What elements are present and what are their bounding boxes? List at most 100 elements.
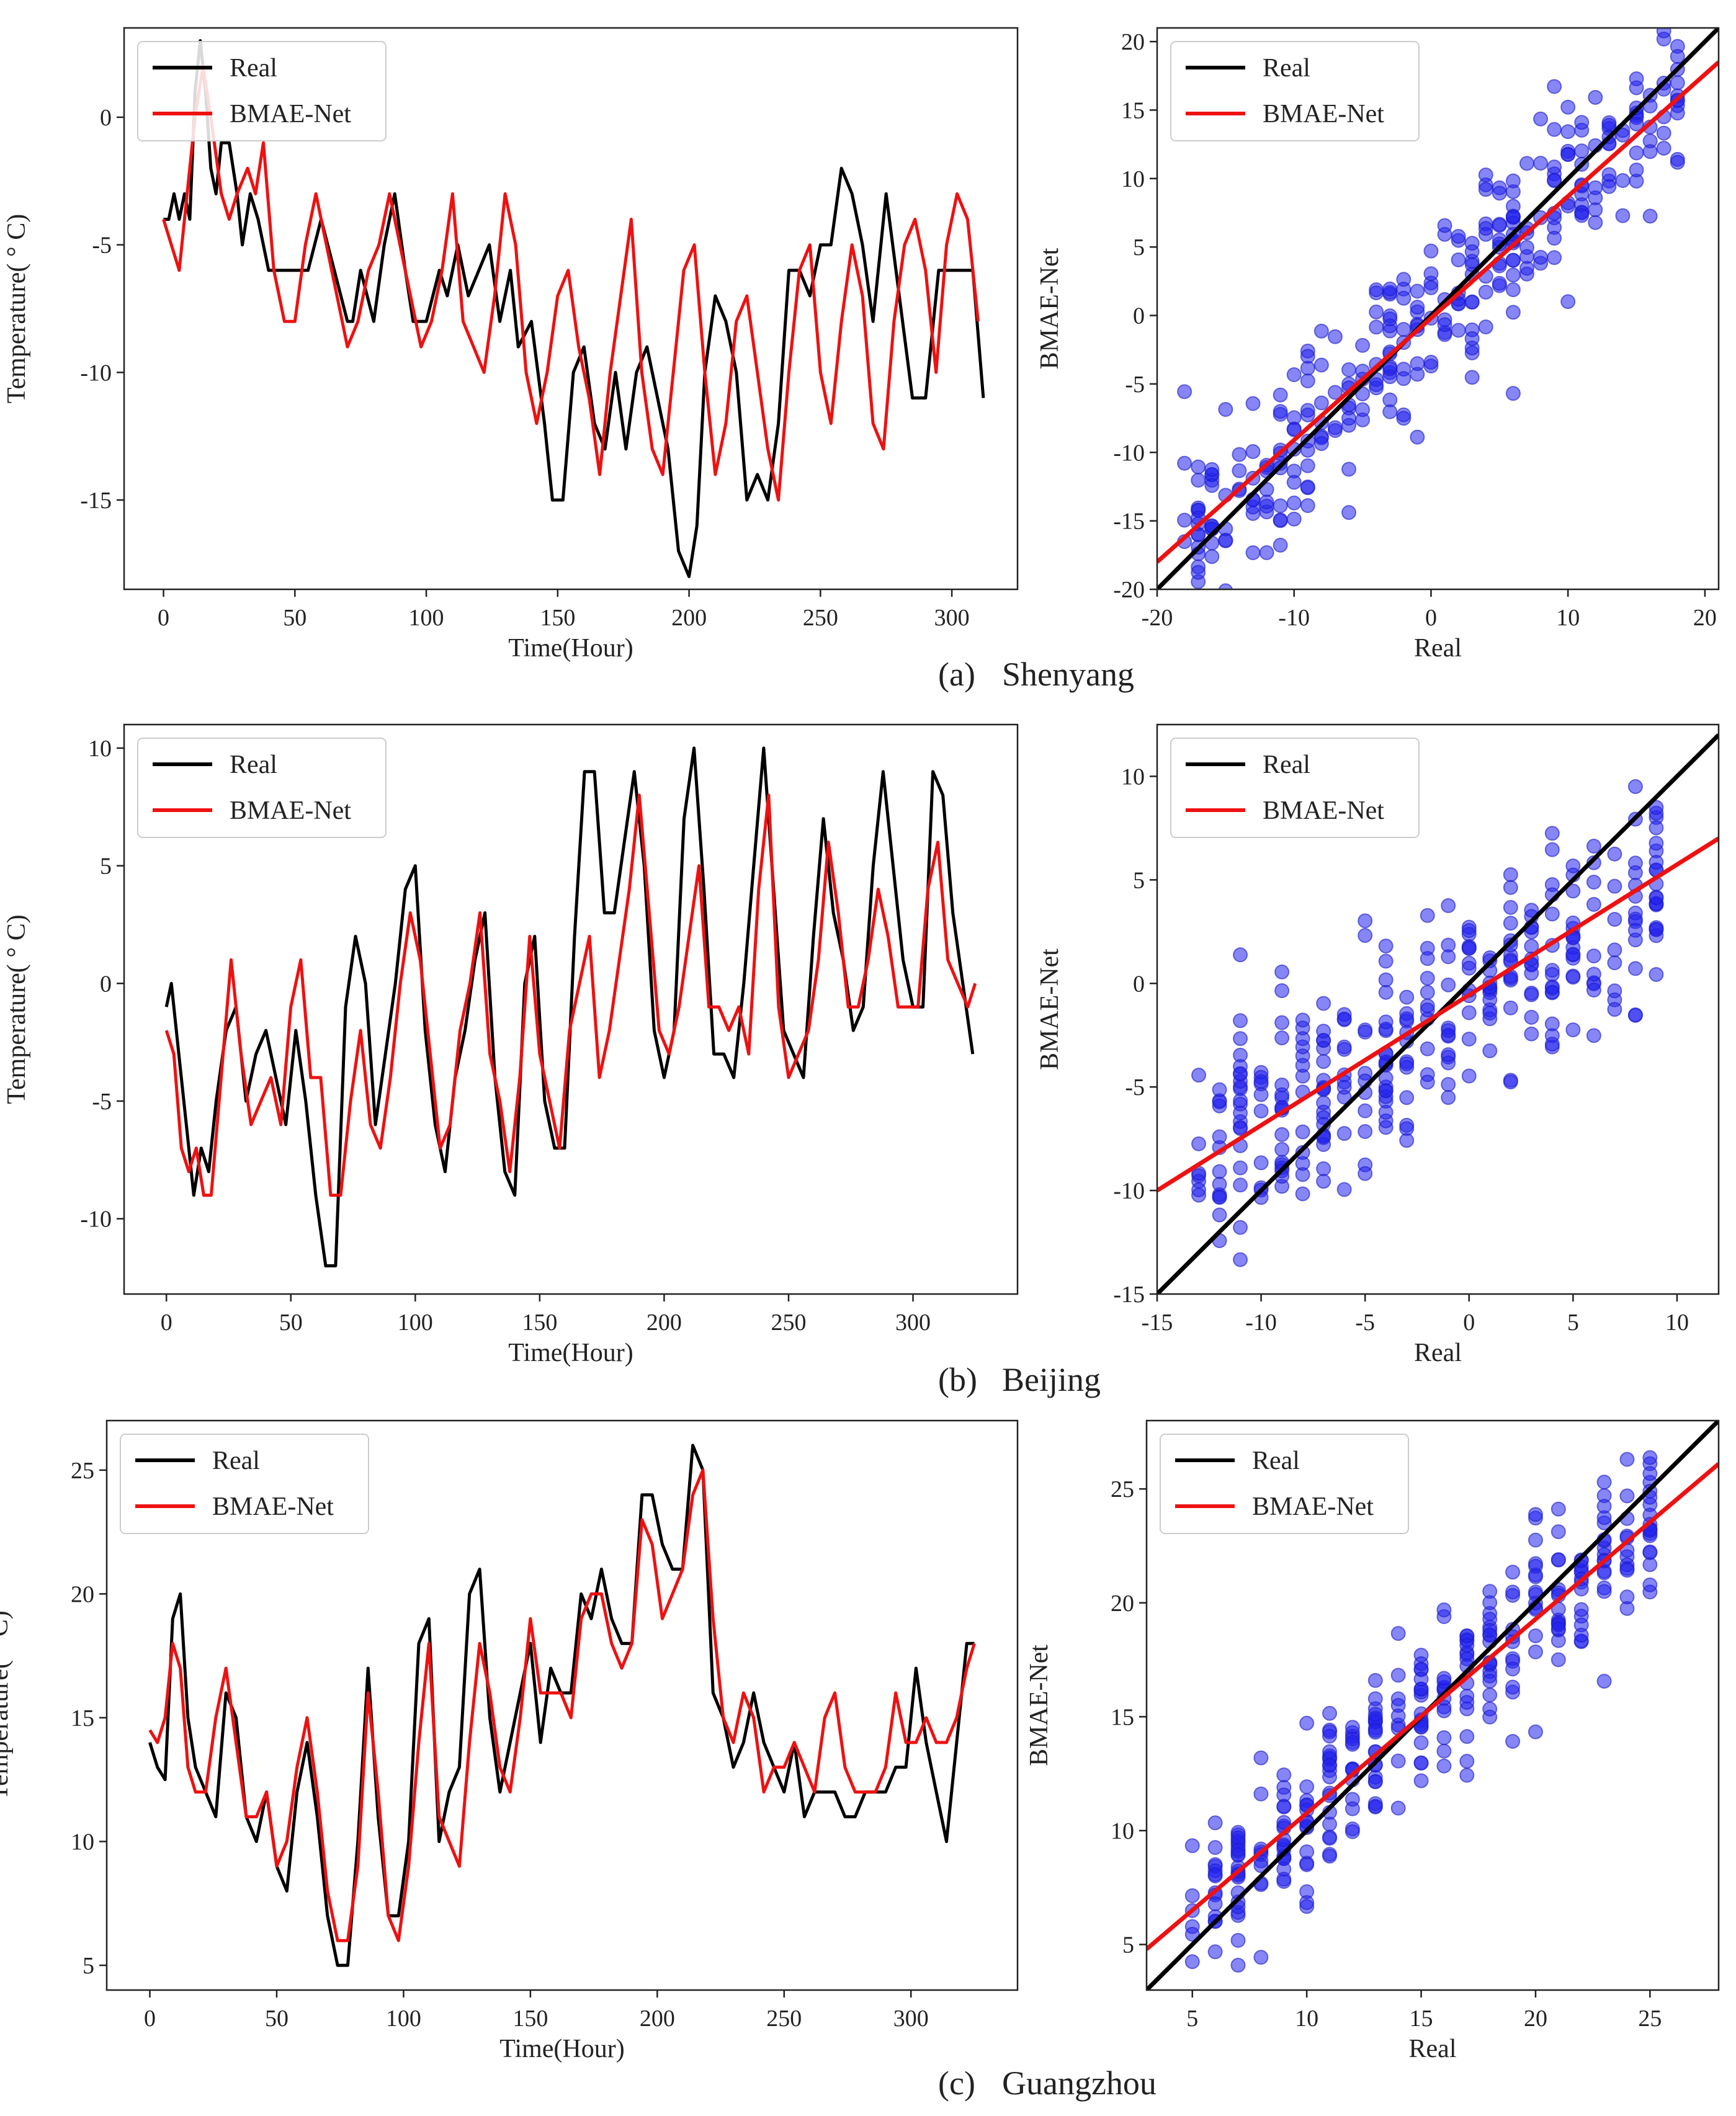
scatter-point xyxy=(1378,1014,1394,1030)
scatter-point xyxy=(1341,411,1357,426)
scatter-point xyxy=(1295,1186,1310,1202)
scatter-point xyxy=(1544,984,1560,1000)
scatter-point xyxy=(1459,1767,1475,1783)
y-tick-label: 0 xyxy=(100,105,112,131)
y-tick-label: 25 xyxy=(71,1458,94,1484)
scatter-point xyxy=(1295,1058,1310,1073)
scatter-point xyxy=(1212,1164,1227,1179)
scatter-point xyxy=(1233,947,1248,963)
guangzhou-series-plot-area xyxy=(148,1444,976,1967)
scatter-point xyxy=(1550,1652,1566,1667)
scatter-point xyxy=(1503,916,1518,931)
scatter-point xyxy=(1656,140,1671,156)
scatter-point xyxy=(1399,1011,1415,1027)
y-tick-label: -10 xyxy=(80,360,112,386)
scatter-point xyxy=(1367,1723,1383,1738)
scatter-point xyxy=(1505,1584,1521,1600)
scatter-point xyxy=(1550,1552,1566,1568)
scatter-point xyxy=(1345,1824,1360,1839)
scatter-point xyxy=(1441,898,1456,913)
x-tick-label: 5 xyxy=(1567,1310,1579,1336)
scatter-point xyxy=(1586,983,1601,998)
scatter-point xyxy=(1550,1501,1566,1517)
scatter-point xyxy=(1299,1779,1315,1795)
y-axis-label: BMAE-Net xyxy=(1025,1645,1054,1766)
scatter-point xyxy=(1399,1056,1415,1071)
scatter-point xyxy=(1649,800,1664,815)
scatter-point xyxy=(1420,951,1435,966)
scatter-point xyxy=(1390,1626,1406,1641)
scatter-point xyxy=(1413,1735,1429,1751)
scatter-point xyxy=(1524,987,1539,1002)
scatter-point xyxy=(1286,422,1302,437)
scatter-point xyxy=(1505,305,1521,320)
scatter-point xyxy=(1464,295,1480,310)
scatter-point xyxy=(1259,545,1274,560)
scatter-point xyxy=(1649,836,1664,851)
x-tick-label: 150 xyxy=(522,1310,557,1336)
scatter-point xyxy=(1670,154,1685,170)
scatter-point xyxy=(1544,966,1560,982)
scatter-point xyxy=(1300,403,1315,418)
scatter-point xyxy=(1423,243,1439,259)
scatter-point xyxy=(1367,1707,1383,1722)
scatter-point xyxy=(1253,1950,1269,1965)
scatter-point xyxy=(1299,1895,1315,1910)
scatter-point xyxy=(1478,319,1493,334)
scatter-point xyxy=(1560,294,1576,310)
x-tick-label: 0 xyxy=(1425,605,1437,631)
y-tick-label: -5 xyxy=(1125,372,1145,398)
y-axis-label: Temperature( ° C) xyxy=(2,214,31,403)
legend-label: Real xyxy=(230,751,277,779)
scatter-point xyxy=(1642,144,1658,159)
scatter-point xyxy=(1355,386,1371,401)
scatter-point xyxy=(1367,1691,1383,1707)
scatter-point xyxy=(1607,1002,1622,1017)
scatter-point xyxy=(1437,218,1452,233)
scatter-point xyxy=(1245,396,1261,411)
x-tick-label: 100 xyxy=(386,2006,421,2032)
scatter-point xyxy=(1313,395,1329,411)
scatter-point xyxy=(1358,927,1373,943)
x-tick-label: 10 xyxy=(1295,2006,1318,2032)
y-tick-label: 25 xyxy=(1111,1476,1134,1502)
scatter-point xyxy=(1619,1563,1635,1578)
scatter-point xyxy=(1410,300,1425,315)
scatter-point xyxy=(1528,1532,1543,1548)
scatter-point xyxy=(1464,331,1480,346)
scatter-point xyxy=(1233,1105,1248,1121)
scatter-point xyxy=(1596,1475,1612,1490)
legend-label: Real xyxy=(1263,54,1310,83)
scatter-point xyxy=(1505,386,1521,401)
y-tick-label: -10 xyxy=(1113,440,1145,466)
scatter-point xyxy=(1619,1589,1635,1605)
scatter-point xyxy=(1390,1708,1406,1724)
scatter-point xyxy=(1177,512,1192,528)
scatter-point xyxy=(1212,1207,1227,1223)
y-tick-label: 5 xyxy=(100,854,112,880)
scatter-point xyxy=(1615,208,1631,223)
scatter-point xyxy=(1441,1077,1456,1092)
y-tick-label: 5 xyxy=(1133,234,1145,261)
x-tick-label: 300 xyxy=(934,605,970,631)
shenyang-scatter: -20 -10 0 10 20 -20 -15 -10 -5 0 5 10 15 20 Real BMAE-N… xyxy=(1036,27,1720,663)
guangzhou-series-frame xyxy=(105,1419,1019,1991)
y-axis-label: BMAE-Net xyxy=(1036,949,1064,1070)
scatter-point xyxy=(1212,1082,1227,1097)
scatter-point xyxy=(1382,404,1398,419)
caption-c-city: Guangzhou xyxy=(1002,2065,1157,2102)
caption-a-city: Shenyang xyxy=(1002,656,1134,693)
scatter-point xyxy=(1367,1774,1383,1790)
scatter-point xyxy=(1316,1040,1331,1056)
scatter-point xyxy=(1670,75,1685,91)
scatter-point xyxy=(1345,1734,1360,1750)
scatter-point xyxy=(1358,1024,1373,1040)
scatter-point xyxy=(1410,356,1425,372)
scatter-point xyxy=(1369,304,1384,319)
scatter-point xyxy=(1478,182,1493,197)
y-tick-label: 0 xyxy=(1133,303,1145,329)
scatter-point xyxy=(1588,180,1603,195)
scatter-point xyxy=(1230,1932,1246,1948)
y-tick-label: 20 xyxy=(1121,29,1145,55)
scatter-point xyxy=(1607,846,1622,862)
